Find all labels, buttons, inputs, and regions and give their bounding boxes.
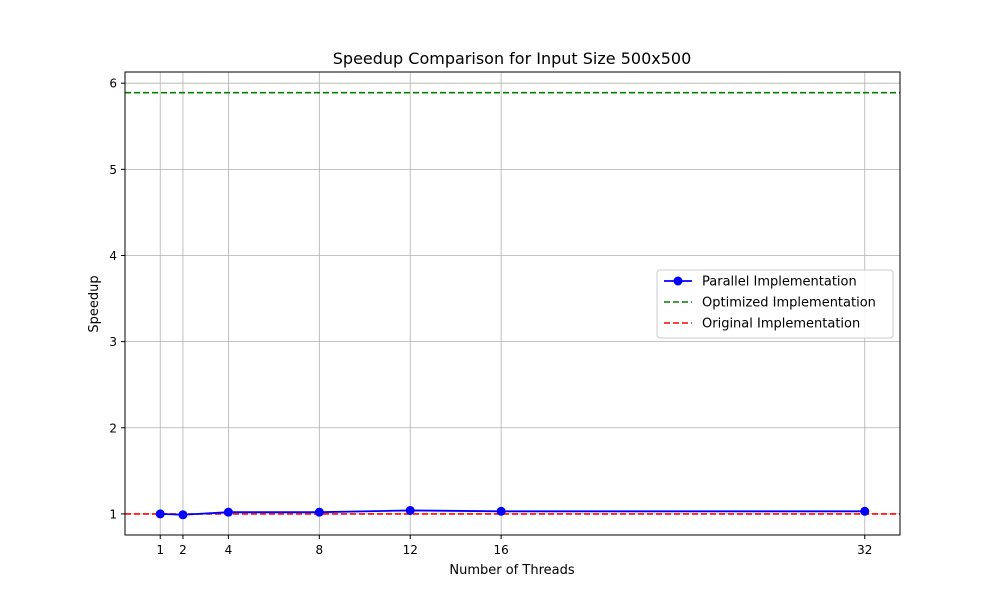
legend-box (656, 269, 894, 339)
y-tick-label: 6 (109, 77, 117, 91)
legend-parallel-label: Parallel Implementation (702, 275, 857, 290)
x-axis-label: Number of Threads (449, 563, 574, 578)
parallel-implementation-point (223, 507, 233, 517)
parallel-implementation-point (496, 506, 506, 516)
y-tick-label: 2 (109, 421, 117, 435)
x-tick-label: 8 (315, 543, 323, 557)
y-tick-label: 4 (109, 249, 117, 263)
x-tick-label: 12 (403, 543, 418, 557)
chart-title: Speedup Comparison for Input Size 500x50… (333, 49, 692, 68)
y-axis-label: Speedup (87, 275, 102, 332)
parallel-implementation-point (860, 506, 870, 516)
x-tick-label: 4 (225, 543, 233, 557)
legend-parallel-marker (673, 276, 683, 286)
legend-original-label: Original Implementation (702, 317, 860, 332)
y-tick-label: 3 (109, 335, 117, 349)
parallel-implementation-point (314, 507, 324, 517)
x-tick-label: 2 (179, 543, 187, 557)
y-tick-label: 5 (109, 163, 117, 177)
x-tick-label: 1 (156, 543, 164, 557)
x-tick-label: 32 (857, 543, 872, 557)
legend-optimized-label: Optimized Implementation (702, 296, 876, 311)
parallel-implementation-point (178, 510, 188, 520)
y-tick-label: 1 (109, 507, 117, 521)
x-tick-label: 16 (493, 543, 508, 557)
plot-frame (124, 71, 901, 536)
parallel-implementation-point (155, 509, 165, 519)
parallel-implementation-point (405, 505, 415, 515)
